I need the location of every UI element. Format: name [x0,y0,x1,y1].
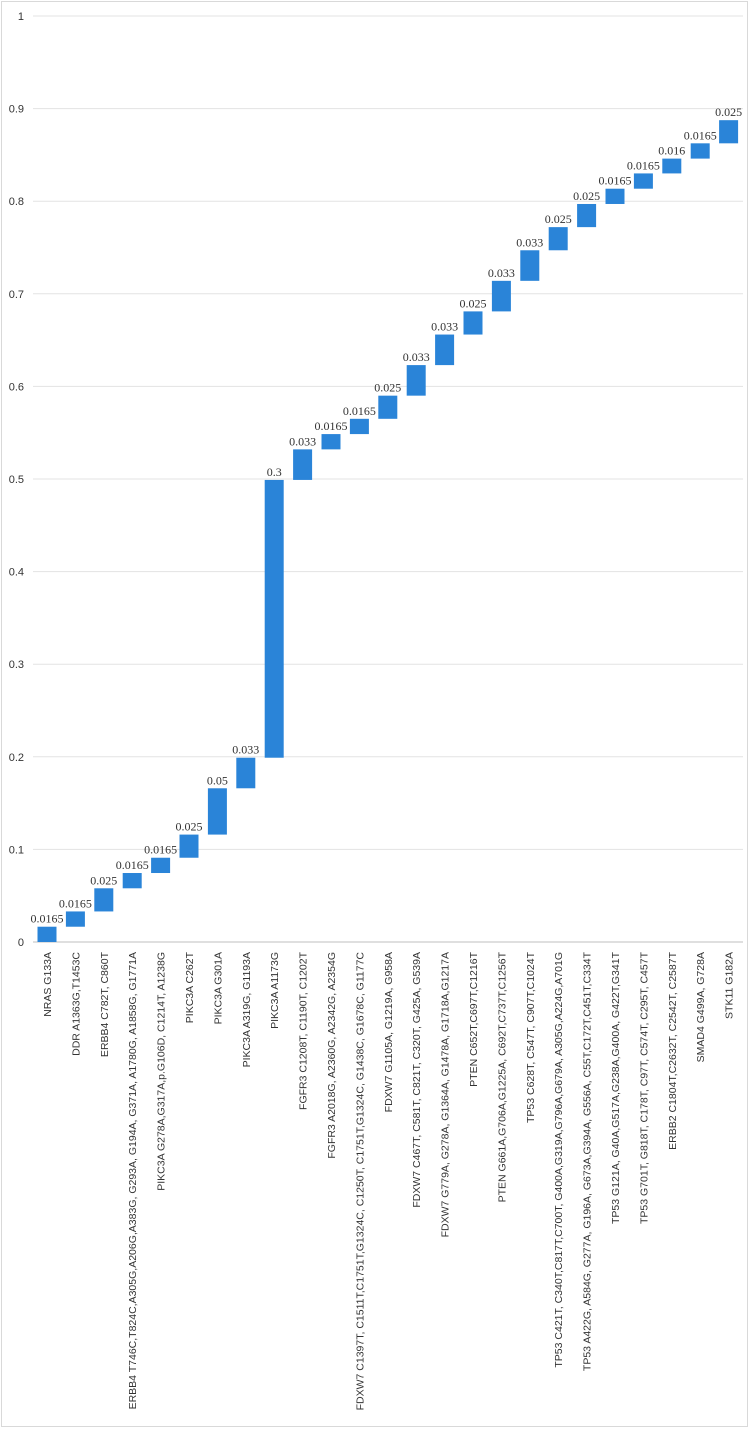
data-label: 0.0165 [684,128,717,142]
bar [662,158,682,174]
data-label: 0.033 [289,434,316,448]
data-label: 0.033 [516,235,543,249]
y-tick-label: 0.7 [9,289,24,301]
category-label: FGFR3 A2018G, A2360G, A2342G, A2354G [326,952,338,1159]
category-label: TP53 G121A, G40A,G517A,G238A,G400A, G422… [610,951,622,1224]
data-label: 0.016 [658,144,685,158]
y-axis-ticks: 0 0.1 0.2 0.3 0.4 0.5 0.6 0.7 0.8 0.9 1 [9,11,24,949]
category-label: STK11 G182A [724,952,736,1019]
category-label: FDXW7 G779A, G278A, G1364A, G1478A, G171… [440,952,452,1237]
category-label: ERBB4 T746C,T824C,A305G,A206G,A383G, G29… [127,952,139,1409]
category-label: ERBB4 C782T, C860T [99,951,111,1057]
category-label: SMAD4 G499A, G728A [695,952,707,1062]
data-label: 0.0165 [116,858,149,872]
y-tick-label: 0 [18,937,24,949]
data-label: 0.025 [460,296,487,310]
bar [690,143,710,159]
bar [236,757,256,789]
bar [633,173,653,189]
category-label: FDXW7 C467T, C581T, C821T, C320T, G425A,… [411,952,423,1208]
data-label: 0.0165 [59,896,92,910]
category-label: FGFR3 C1208T, C1190T, C1202T [298,951,310,1110]
data-label: 0.3 [267,465,282,479]
y-tick-label: 0.4 [9,567,24,579]
data-label: 0.0165 [144,843,177,857]
y-tick-label: 0.5 [9,474,24,486]
bar [264,479,284,758]
y-tick-label: 0.1 [9,844,24,856]
data-label: 0.033 [431,320,458,334]
category-label: FDXW7 C1397T, C1511T,C1751T,G1324C, C125… [354,952,366,1411]
category-label: TP53 G701T, G818T, C178T, C97T, C574T, C… [638,951,650,1224]
bar [577,203,597,228]
data-label: 0.025 [374,381,401,395]
data-label: 0.0165 [343,404,376,418]
category-label: PIKC3A A1173G [269,952,281,1029]
category-label: TP53 C628T, C547T, C907T,C1024T [525,951,537,1123]
data-label: 0.0165 [31,912,64,926]
bar [463,311,483,335]
gridlines [33,15,743,943]
bar [179,834,199,858]
data-label: 0.025 [715,105,742,119]
bar [151,857,171,874]
bar [435,334,455,366]
category-label: PIKC3A G278A,G317A,p.G106D, C1214T, A123… [156,952,168,1191]
bar [207,788,227,835]
data-label: 0.0165 [599,174,632,188]
data-label: 0.025 [545,212,572,226]
bar [406,365,426,396]
bar [321,434,341,450]
data-label: 0.025 [90,873,117,887]
y-tick-label: 0.9 [9,104,24,116]
bar [548,227,568,251]
category-label: PTEN C652T,C697T,C1216T [468,951,480,1086]
data-label: 0.025 [573,189,600,203]
y-tick-label: 0.2 [9,752,24,764]
data-label: 0.05 [207,773,228,787]
x-axis-labels: NRAS G133A DDR A1363G,T1453C ERBB4 C782T, … [42,951,736,1410]
category-label: TP53 C421T, C340T,C817T,C700T, G400A,G31… [553,952,565,1368]
data-label: 0.033 [403,350,430,364]
category-label: NRAS G133A [42,952,54,1017]
bar [378,395,398,419]
bar [65,911,85,927]
data-label: 0.025 [176,820,203,834]
y-tick-label: 0.3 [9,659,24,671]
data-labels: 0.01650.01650.0250.01650.01650.0250.050.… [31,105,743,926]
category-label: PIKC3A C262T [184,951,196,1023]
category-label: PIKC3A A319G, G1193A [241,952,253,1067]
bar [94,888,114,912]
y-tick-label: 0.8 [9,196,24,208]
category-label: TP53 A422G, A584G, G277A, G196A, G673A,G… [582,951,594,1371]
data-label: 0.0165 [315,419,348,433]
y-tick-label: 0.6 [9,381,24,393]
bar [491,280,511,312]
category-label: PIKC3A G301A [212,952,224,1024]
bar [37,926,57,942]
category-label: ERBB2 C1804T,C2632T, C2542T, C2587T [667,951,679,1149]
bar [122,873,142,889]
data-label: 0.033 [488,266,515,280]
data-label: 0.033 [232,743,259,757]
category-label: PTEN G661A,G706A,G1225A, C692T,C737T,C12… [496,951,508,1202]
bar [349,418,369,435]
bars [37,120,739,942]
bar [293,449,313,480]
data-label: 0.0165 [627,158,660,172]
category-label: FDXW7 G1105A, G1219A, G958A [383,952,395,1112]
category-label: DDR A1363G,T1453C [70,952,82,1056]
bar [520,250,540,281]
bar [719,120,739,144]
bar [605,188,625,204]
y-tick-label: 1 [18,11,24,23]
